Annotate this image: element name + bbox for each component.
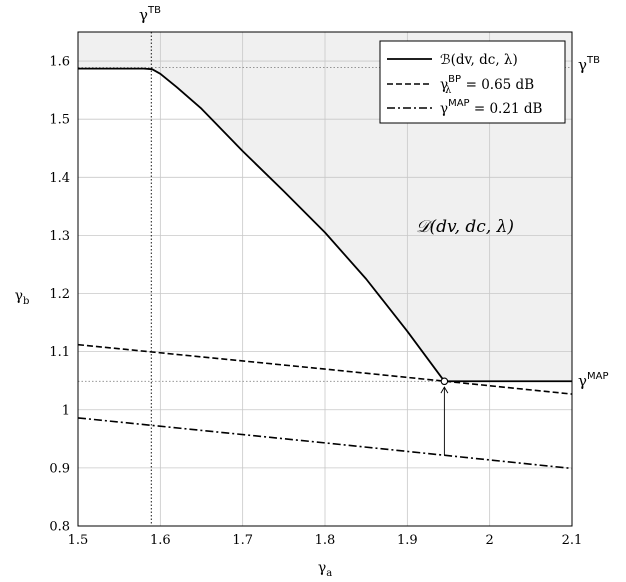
bp-threshold-line bbox=[77, 343, 573, 395]
x-tick-label: 1.5 bbox=[68, 533, 89, 548]
legend-entry-boundary: ℬ(dv, dc, λ) bbox=[440, 52, 518, 68]
y-tick-label: 1 bbox=[62, 403, 70, 418]
y-tick-label: 1.6 bbox=[49, 55, 70, 70]
x-tick-label: 2 bbox=[486, 533, 494, 548]
legend: ℬ(dv, dc, λ) γBP λ = 0.65 dB γMAP = 0.21 … bbox=[379, 40, 566, 124]
plot-frame bbox=[77, 31, 573, 527]
y-tick-label: 1.4 bbox=[49, 171, 70, 186]
marker-point bbox=[440, 377, 449, 386]
y-tick-label: 1.2 bbox=[49, 287, 70, 302]
x-tick-label: 2.1 bbox=[562, 533, 583, 548]
gamma-map-right-label: γMAP bbox=[578, 371, 608, 390]
x-tick-label: 1.6 bbox=[150, 533, 171, 548]
y-tick-label: 1.3 bbox=[49, 229, 70, 244]
region-label: 𝒟(dv, dc, λ) bbox=[416, 217, 514, 237]
y-tick-label: 1.5 bbox=[49, 113, 70, 128]
boundary-curve bbox=[78, 67, 572, 383]
gamma-tb-top-label: γTB bbox=[139, 5, 161, 24]
gamma-tb-right-label: γTB bbox=[578, 55, 600, 74]
y-tick-label: 0.9 bbox=[49, 461, 70, 476]
legend-entry-bp: γBP λ = 0.65 dB bbox=[440, 74, 534, 96]
map-threshold-line bbox=[77, 417, 573, 470]
x-tick-label: 1.7 bbox=[232, 533, 253, 548]
y-tick-label: 0.8 bbox=[49, 520, 70, 535]
y-axis-title: γb bbox=[15, 288, 30, 307]
x-axis-title: γa bbox=[318, 560, 332, 579]
x-tick-label: 1.8 bbox=[315, 533, 336, 548]
tick-labels: 1.5 1.6 1.7 1.8 1.9 2 2.1 0.8 0.9 1 1.1 1.2 1.3 1.4 1.… bbox=[49, 55, 582, 548]
y-tick-label: 1.1 bbox=[49, 345, 70, 360]
annotation-arrowhead bbox=[440, 386, 449, 394]
x-tick-label: 1.9 bbox=[397, 533, 418, 548]
legend-box bbox=[379, 40, 566, 124]
